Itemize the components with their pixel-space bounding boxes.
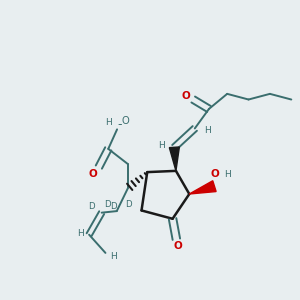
Text: D: D bbox=[110, 202, 116, 211]
Text: D: D bbox=[104, 200, 111, 209]
Text: D: D bbox=[125, 200, 131, 209]
Text: O: O bbox=[182, 91, 191, 101]
Text: O: O bbox=[121, 116, 129, 126]
Text: O: O bbox=[89, 169, 98, 179]
Text: O: O bbox=[210, 169, 219, 179]
Text: D: D bbox=[88, 202, 95, 211]
Text: H: H bbox=[77, 229, 84, 238]
Polygon shape bbox=[169, 147, 179, 171]
Text: H: H bbox=[110, 251, 117, 260]
Text: H: H bbox=[224, 170, 230, 179]
Text: -: - bbox=[117, 118, 122, 131]
Text: H: H bbox=[204, 126, 211, 135]
Text: H: H bbox=[158, 141, 164, 150]
Polygon shape bbox=[189, 181, 216, 194]
Text: H: H bbox=[105, 118, 112, 127]
Text: O: O bbox=[174, 241, 182, 251]
